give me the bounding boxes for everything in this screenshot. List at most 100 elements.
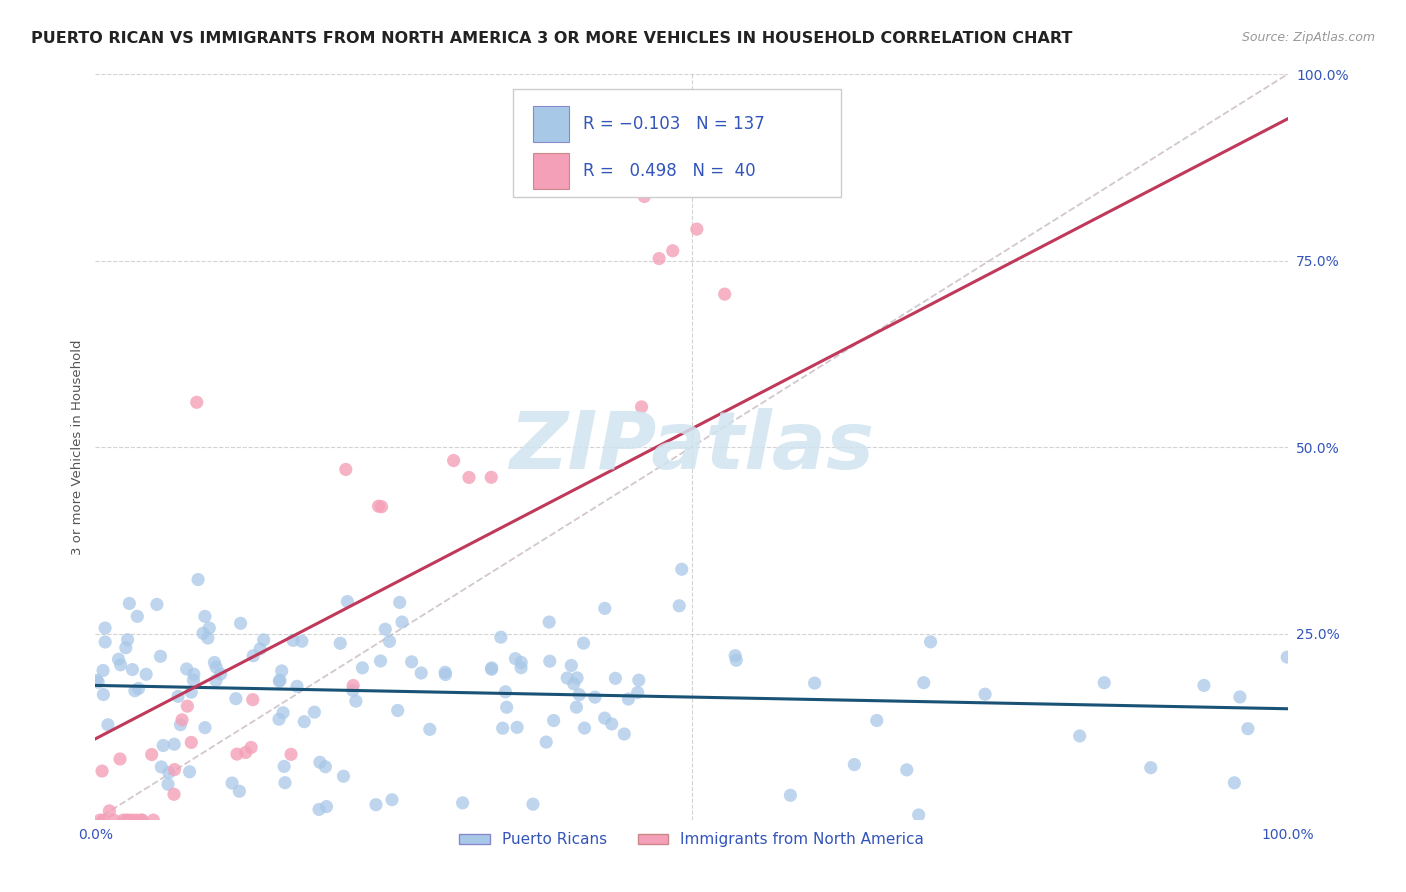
Point xyxy=(411,665,433,680)
Point xyxy=(191,626,214,640)
Point xyxy=(87,675,110,690)
Point xyxy=(1229,690,1251,704)
Point xyxy=(388,595,411,609)
Point xyxy=(492,721,515,735)
Point xyxy=(401,655,423,669)
Point xyxy=(93,813,115,827)
Point xyxy=(668,599,690,613)
Point xyxy=(364,797,387,812)
Point xyxy=(1223,776,1246,790)
Point xyxy=(912,675,935,690)
Point xyxy=(205,660,228,674)
Point xyxy=(387,703,409,717)
Point xyxy=(443,453,465,467)
Point xyxy=(135,667,157,681)
Point xyxy=(560,658,582,673)
Point xyxy=(118,813,141,827)
Point xyxy=(844,757,866,772)
Text: R =   0.498   N =  40: R = 0.498 N = 40 xyxy=(583,162,755,180)
Point xyxy=(725,653,748,667)
Point xyxy=(163,787,186,801)
Point xyxy=(669,183,692,197)
Point xyxy=(633,189,655,203)
Point xyxy=(555,671,578,685)
Point xyxy=(274,775,297,789)
Point xyxy=(506,720,529,734)
Point xyxy=(434,667,457,681)
Point xyxy=(378,634,401,648)
Point xyxy=(209,667,232,681)
Point xyxy=(419,723,441,737)
Point xyxy=(176,699,198,714)
Point xyxy=(194,609,217,624)
Point xyxy=(94,635,117,649)
Point xyxy=(180,735,202,749)
Y-axis label: 3 or more Vehicles in Household: 3 or more Vehicles in Household xyxy=(72,339,84,555)
Point xyxy=(1092,675,1115,690)
Point xyxy=(122,813,145,827)
Point xyxy=(269,673,291,688)
Point xyxy=(97,717,120,731)
Point xyxy=(907,808,929,822)
FancyBboxPatch shape xyxy=(513,89,841,197)
Point xyxy=(510,656,533,670)
Point xyxy=(205,673,228,688)
Text: Source: ZipAtlas.com: Source: ZipAtlas.com xyxy=(1241,31,1375,45)
Point xyxy=(314,760,336,774)
Point xyxy=(627,685,650,699)
Point xyxy=(374,622,396,636)
Point xyxy=(157,765,180,780)
Point xyxy=(713,287,735,301)
Point xyxy=(671,562,693,576)
Point xyxy=(489,630,512,644)
Text: R = −0.103   N = 137: R = −0.103 N = 137 xyxy=(583,115,765,133)
Point xyxy=(110,657,132,672)
Point xyxy=(118,596,141,610)
Point xyxy=(163,737,186,751)
Point xyxy=(481,661,503,675)
Point xyxy=(538,615,561,629)
Point xyxy=(194,721,217,735)
Point xyxy=(204,656,226,670)
Point xyxy=(183,667,205,681)
Point xyxy=(381,793,404,807)
Point xyxy=(267,712,290,726)
Point xyxy=(543,714,565,728)
Point xyxy=(332,769,354,783)
Point xyxy=(308,802,330,816)
Point xyxy=(1277,650,1299,665)
Point xyxy=(124,683,146,698)
Point xyxy=(568,688,591,702)
Point xyxy=(1192,678,1215,692)
Point xyxy=(280,747,302,762)
Point xyxy=(434,665,457,680)
Point xyxy=(686,222,709,236)
Point xyxy=(89,813,111,827)
Point xyxy=(149,649,172,664)
Point xyxy=(152,739,174,753)
Point xyxy=(273,759,295,773)
Point xyxy=(583,690,606,705)
Point xyxy=(169,717,191,731)
Point xyxy=(481,662,503,676)
Point xyxy=(240,740,263,755)
Point xyxy=(226,747,249,761)
Point xyxy=(187,573,209,587)
Point xyxy=(183,673,205,688)
Point xyxy=(613,727,636,741)
Point xyxy=(565,700,588,714)
Point xyxy=(315,799,337,814)
Point xyxy=(920,635,942,649)
Point xyxy=(163,763,186,777)
Point xyxy=(103,813,125,827)
Point xyxy=(600,717,623,731)
Point xyxy=(271,706,294,720)
Point xyxy=(605,671,627,685)
Point xyxy=(627,673,650,688)
Point xyxy=(131,813,153,827)
Point xyxy=(562,677,585,691)
Point xyxy=(593,601,616,615)
Point xyxy=(186,395,208,409)
Point xyxy=(974,687,997,701)
Point xyxy=(342,683,364,698)
